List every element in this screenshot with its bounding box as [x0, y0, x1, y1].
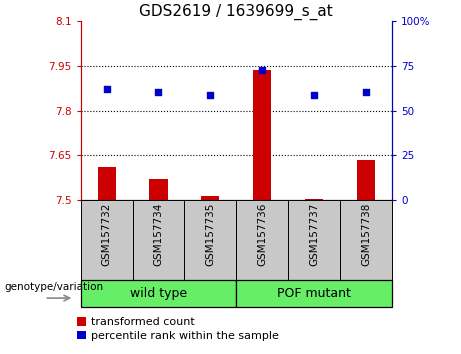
Legend: transformed count, percentile rank within the sample: transformed count, percentile rank withi…	[77, 317, 279, 341]
Text: genotype/variation: genotype/variation	[5, 282, 104, 292]
Text: GSM157735: GSM157735	[205, 202, 215, 266]
Text: GSM157738: GSM157738	[361, 202, 371, 266]
Text: GSM157736: GSM157736	[257, 202, 267, 266]
FancyBboxPatch shape	[81, 280, 236, 307]
Bar	[98, 167, 116, 200]
FancyBboxPatch shape	[236, 280, 392, 307]
Text: GSM157737: GSM157737	[309, 202, 319, 266]
Title: GDS2619 / 1639699_s_at: GDS2619 / 1639699_s_at	[139, 4, 333, 20]
Bar	[305, 199, 323, 200]
Bar	[201, 196, 219, 200]
FancyBboxPatch shape	[184, 200, 236, 280]
Bar	[149, 178, 167, 200]
Text: wild type: wild type	[130, 287, 187, 300]
Bar	[357, 160, 375, 200]
Point	[207, 92, 214, 98]
Point	[103, 86, 110, 92]
Point	[362, 89, 370, 95]
Text: GSM157734: GSM157734	[154, 202, 164, 266]
FancyBboxPatch shape	[236, 200, 288, 280]
FancyBboxPatch shape	[81, 200, 133, 280]
Text: GSM157732: GSM157732	[101, 202, 112, 266]
Bar	[253, 70, 271, 200]
FancyBboxPatch shape	[133, 200, 184, 280]
Text: POF mutant: POF mutant	[277, 287, 351, 300]
FancyBboxPatch shape	[288, 200, 340, 280]
Point	[310, 92, 318, 98]
Point	[155, 89, 162, 95]
FancyBboxPatch shape	[340, 200, 392, 280]
Point	[259, 68, 266, 73]
